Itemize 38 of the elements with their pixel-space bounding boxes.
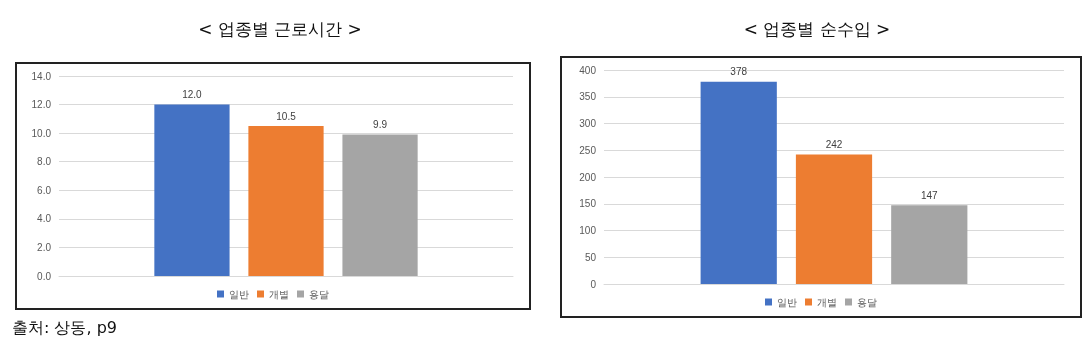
- legend-label: 일반: [229, 288, 249, 300]
- data-label: 9.9: [373, 119, 388, 131]
- source-note: 출처: 상동, p9: [12, 318, 117, 339]
- bar: [248, 126, 324, 276]
- legend-label: 개별: [817, 296, 837, 308]
- data-label: 147: [920, 189, 939, 201]
- y-tick-label: 12.0: [31, 99, 52, 111]
- y-tick-label: 400: [579, 64, 597, 76]
- y-tick-label: 6.0: [37, 184, 52, 196]
- bar: [795, 154, 873, 284]
- y-tick-label: 10.0: [31, 127, 52, 139]
- y-tick-label: 0: [590, 278, 597, 290]
- y-tick-label: 0.0: [37, 270, 52, 282]
- bar: [154, 104, 230, 276]
- y-tick-label: 4.0: [37, 213, 52, 225]
- data-label: 378: [730, 66, 748, 78]
- legend-label: 개별: [269, 288, 289, 300]
- data-label: 242: [825, 139, 843, 151]
- y-tick-label: 300: [579, 118, 597, 129]
- legend-label: 일반: [777, 296, 797, 308]
- data-label: 12.0: [182, 89, 203, 101]
- y-tick-label: 100: [579, 225, 597, 236]
- legend-label: 용달: [309, 288, 329, 300]
- y-tick-label: 2.0: [37, 241, 52, 253]
- y-tick-label: 14.0: [31, 70, 52, 82]
- data-label: 10.5: [276, 110, 297, 122]
- y-tick-label: 50: [584, 251, 597, 263]
- y-tick-label: 250: [579, 144, 597, 156]
- y-tick-label: 200: [579, 171, 597, 183]
- bar: [342, 134, 418, 276]
- bar: [891, 205, 968, 284]
- bar: [700, 81, 777, 284]
- chart-title: < 업종별 순수입 >: [742, 18, 892, 41]
- chart-title: < 업종별 근로시간 >: [197, 18, 363, 41]
- y-tick-label: 350: [579, 91, 597, 103]
- y-tick-label: 8.0: [37, 156, 52, 168]
- y-tick-label: 150: [579, 198, 597, 210]
- legend-label: 용달: [857, 296, 877, 308]
